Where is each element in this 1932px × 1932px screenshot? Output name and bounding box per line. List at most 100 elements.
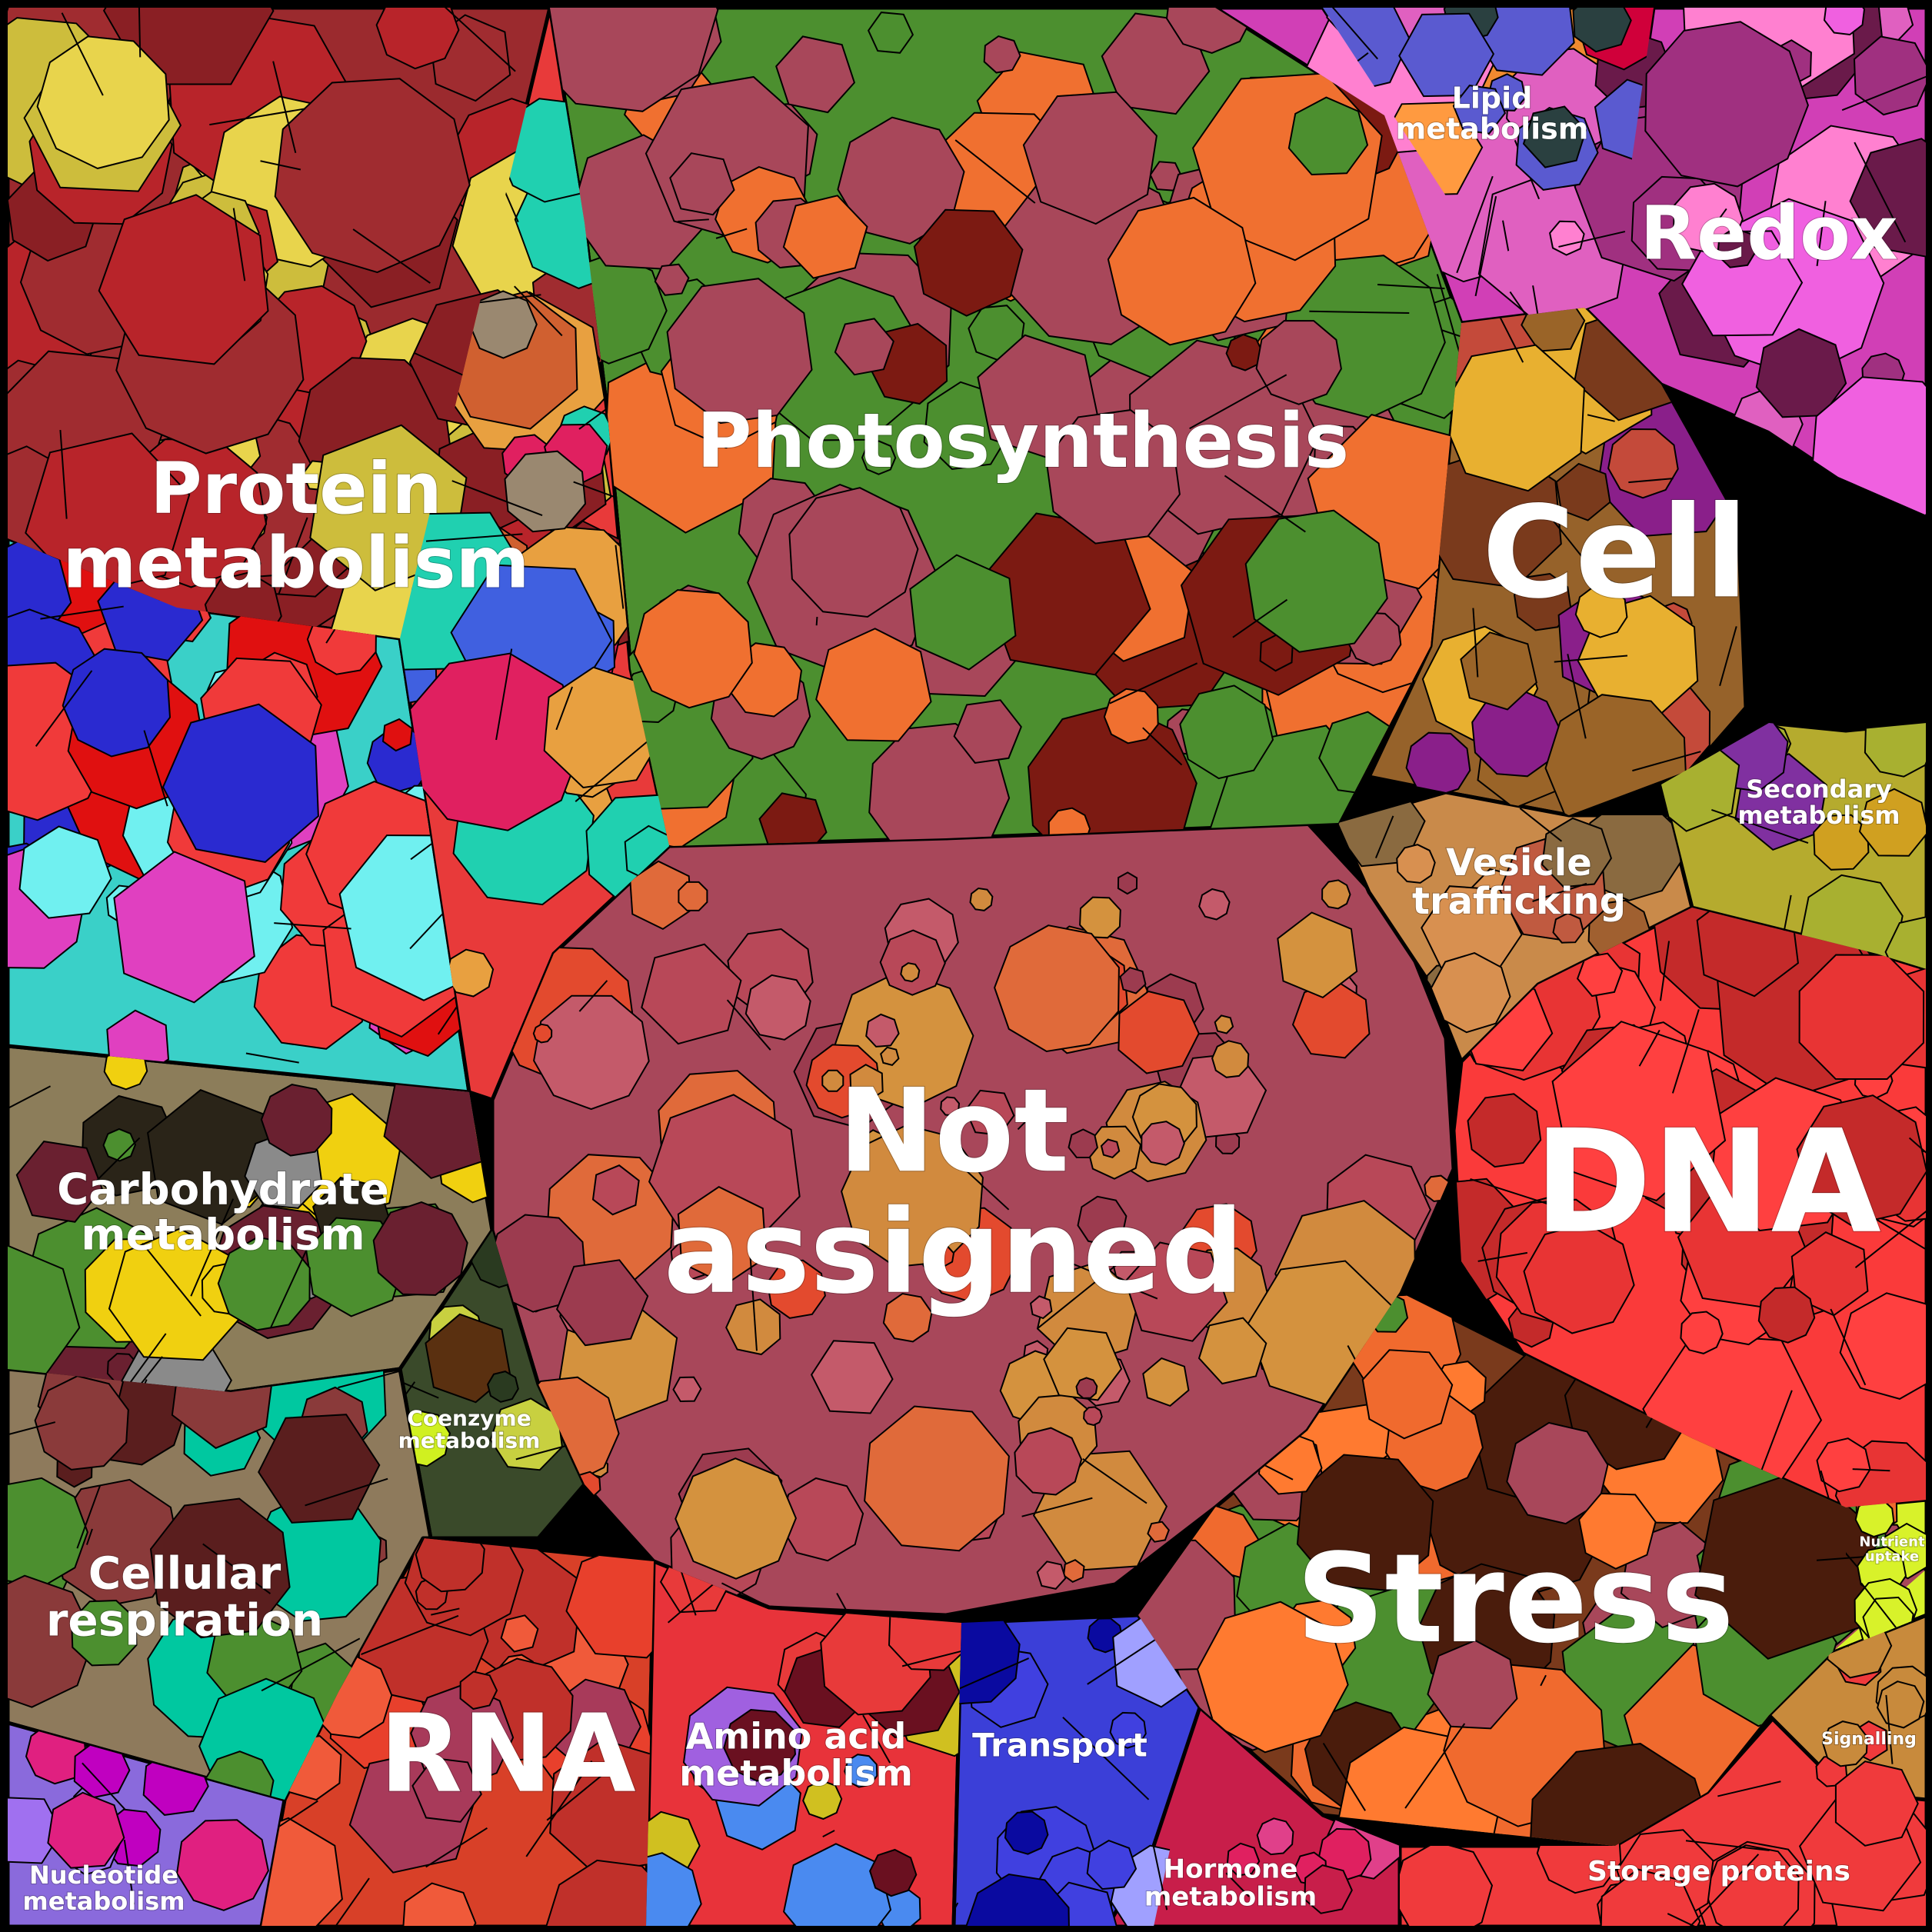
sub-cell xyxy=(1165,8,1255,54)
partition-line xyxy=(578,980,608,1012)
sub-cell xyxy=(1361,1349,1454,1440)
sub-cell xyxy=(841,1124,984,1268)
sub-cell xyxy=(1179,685,1274,780)
partition-line xyxy=(8,1421,56,1446)
sub-cell xyxy=(1704,1844,1800,1927)
partition-line xyxy=(1532,882,1587,902)
partition-line xyxy=(352,228,431,284)
sub-cell xyxy=(591,1164,640,1216)
sub-cell xyxy=(1853,35,1927,116)
label-coenzyme-line1: Coenzyme xyxy=(407,1405,531,1431)
sub-cell xyxy=(1430,952,1511,1034)
label-signalling-line1: Signalling xyxy=(1821,1730,1917,1749)
partition-line xyxy=(1852,1468,1890,1472)
sub-cell xyxy=(1877,1681,1925,1729)
partition-line xyxy=(202,1543,271,1594)
sub-cell xyxy=(633,589,753,709)
sub-cell xyxy=(744,974,811,1041)
sub-cell xyxy=(1117,871,1138,895)
label-carbohydrate-line2: metabolism xyxy=(81,1211,365,1261)
sub-cell xyxy=(1717,227,1758,268)
label-vesicle-line1: Vesicle xyxy=(1446,841,1592,884)
partition-line xyxy=(93,1137,141,1184)
sub-cell xyxy=(1119,966,1147,994)
partition-line xyxy=(1711,808,1809,844)
partition-line xyxy=(425,533,523,542)
sub-cell xyxy=(1600,1868,1701,1927)
partition-line xyxy=(822,1830,835,1838)
sub-cell xyxy=(1083,1406,1103,1427)
label-hormone-line1: Hormone xyxy=(1164,1854,1298,1885)
label-cellular-resp-line1: Cellular xyxy=(88,1547,281,1600)
sub-cell xyxy=(802,1779,843,1820)
sub-cell xyxy=(1277,911,1358,999)
sub-cell xyxy=(1439,344,1585,492)
partition-line xyxy=(1549,515,1604,585)
sub-cell xyxy=(821,1069,844,1092)
sub-cell xyxy=(1022,91,1158,225)
partition-line xyxy=(61,12,104,96)
partition-line xyxy=(260,160,301,171)
subcells-lipid xyxy=(1323,8,1654,254)
sub-cell xyxy=(1075,1377,1098,1399)
partition-line xyxy=(525,1760,593,1857)
sub-cell xyxy=(1138,1539,1237,1671)
sub-cell xyxy=(1884,914,1927,969)
sub-cell xyxy=(1452,85,1507,135)
sub-cell xyxy=(968,305,1025,362)
partition-line xyxy=(1142,727,1183,766)
partition-line xyxy=(209,108,306,126)
label-lipid-line2: metabolism xyxy=(1396,112,1589,145)
sub-cell xyxy=(533,994,650,1111)
partition-line xyxy=(954,1159,1010,1211)
sub-cell xyxy=(1244,509,1388,653)
partition-line xyxy=(1377,284,1445,290)
sub-cell xyxy=(1821,1720,1868,1767)
sub-cell xyxy=(1255,319,1342,405)
partition-line xyxy=(305,1477,388,1507)
sub-cell xyxy=(258,1414,381,1524)
partition-line xyxy=(721,1582,808,1615)
sub-cell xyxy=(666,278,813,425)
sub-cell xyxy=(204,1750,275,1800)
partition-line xyxy=(1659,941,1671,1001)
partition-line xyxy=(715,228,748,239)
partition-line xyxy=(1558,231,1626,248)
sub-cell xyxy=(1196,1601,1349,1754)
label-protein-line1: Protein xyxy=(150,448,441,530)
partition-line xyxy=(815,617,818,626)
partition-line xyxy=(269,1244,310,1329)
subcells-photosynthesis xyxy=(550,8,1461,846)
partition-line xyxy=(1587,414,1615,422)
sub-cell xyxy=(162,703,319,863)
label-amino-acid-line1: Amino acid xyxy=(686,1715,907,1757)
sub-cell xyxy=(1287,96,1369,176)
partition-line xyxy=(1109,662,1198,705)
partition-line xyxy=(1854,1188,1927,1268)
sub-cell xyxy=(867,12,914,54)
sub-cell xyxy=(779,1477,864,1562)
sub-cell xyxy=(1211,1040,1250,1078)
partition-line xyxy=(431,1607,460,1616)
sub-cell xyxy=(861,440,897,475)
sub-cell xyxy=(34,1375,129,1471)
partition-line xyxy=(615,545,625,609)
sub-cell xyxy=(176,1819,269,1911)
sub-cell xyxy=(641,943,742,1045)
partition-line xyxy=(1719,626,1737,687)
sub-cell xyxy=(1198,888,1231,921)
sub-cell xyxy=(1063,1559,1085,1583)
sub-cell xyxy=(869,1848,918,1897)
sub-cell xyxy=(1427,1639,1518,1730)
partition-line xyxy=(1875,1218,1927,1264)
sub-cell xyxy=(1522,105,1587,168)
partition-line xyxy=(1632,751,1701,772)
label-rna-line1: RNA xyxy=(379,1692,635,1817)
subcells-protein xyxy=(8,8,631,669)
sub-cell xyxy=(1834,1760,1919,1847)
partition-line xyxy=(1017,1110,1038,1131)
sub-cell xyxy=(1551,1021,1727,1202)
partition-line xyxy=(72,1787,83,1798)
